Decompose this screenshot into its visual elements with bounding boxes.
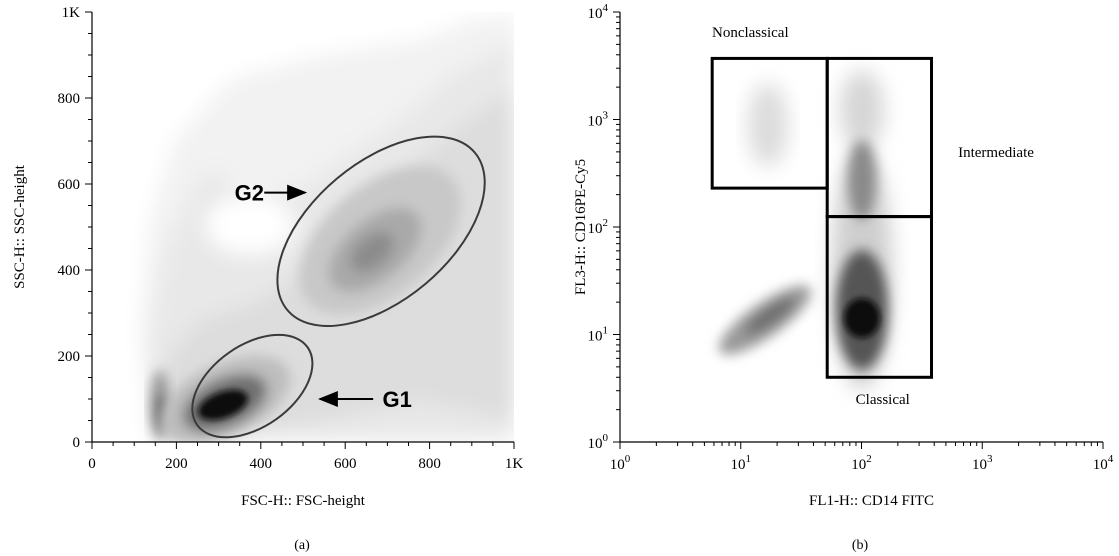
panel-a-x-tick-label: 200	[165, 456, 188, 472]
panel-b-x-tick-label: 104	[1093, 453, 1114, 473]
panel-b-caption: (b)	[852, 538, 869, 553]
label-g2: G2	[235, 181, 264, 206]
panel-b-x-tick-label: 101	[731, 453, 752, 473]
panel-a-x-tick-label: 600	[334, 456, 357, 472]
label-intermediate: Intermediate	[958, 145, 1034, 161]
panel-a-y-tick-label: 200	[58, 349, 81, 365]
label-classical: Classical	[856, 392, 910, 408]
panel-b-y-tick-label: 103	[588, 110, 609, 130]
gate-g1	[191, 333, 314, 439]
panel-b-x-tick-label: 102	[851, 453, 872, 473]
panel-a-gates	[191, 135, 486, 439]
panel-a-y-tick-label: 400	[58, 263, 81, 279]
panel-b-density	[718, 70, 892, 390]
panel-a-x-tick-label: 1K	[505, 456, 524, 472]
gate-classical	[825, 215, 934, 379]
panel-a-y-tick-label: 800	[58, 91, 81, 107]
panel-b-x-axis-title: FL1-H:: CD14 FITC	[809, 493, 934, 509]
panel-b-x-tick-label: 103	[972, 453, 993, 473]
panel-b-y-tick-label: 100	[588, 432, 609, 452]
panel-b-y-tick-label: 102	[588, 217, 609, 237]
panel-b-y-axis-title: FL3-H:: CD16PE-Cy5	[573, 159, 589, 295]
panel-b-annotations: Nonclassical Intermediate Classical	[712, 25, 1034, 408]
panel-a-density	[140, 12, 514, 442]
panel-a-annotations: G1 G2	[235, 181, 412, 412]
panel-b-y-tick-label: 101	[588, 325, 609, 345]
panel-a-x-tick-label: 400	[250, 456, 273, 472]
panel-a-x-tick-label: 800	[418, 456, 441, 472]
panel-a-x-tick-label: 0	[88, 456, 96, 472]
panel-a-y-tick-label: 600	[58, 177, 81, 193]
label-g1: G1	[383, 387, 412, 412]
panel-a-y-tick-label: 0	[73, 435, 81, 451]
panel-a-caption: (a)	[294, 538, 310, 553]
panel-a-y-tick-label: 1K	[62, 5, 81, 21]
panel-b-y-tick-label: 104	[588, 2, 609, 22]
label-nonclassical: Nonclassical	[712, 25, 789, 41]
panel-a-x-axis-title: FSC-H:: FSC-height	[241, 493, 366, 509]
panel-b-x-tick-label: 100	[610, 453, 631, 473]
panel-b-gates	[710, 56, 934, 379]
panel-a-y-axis-title: SSC-H:: SSC-height	[12, 164, 28, 289]
gate-g2	[276, 135, 486, 327]
